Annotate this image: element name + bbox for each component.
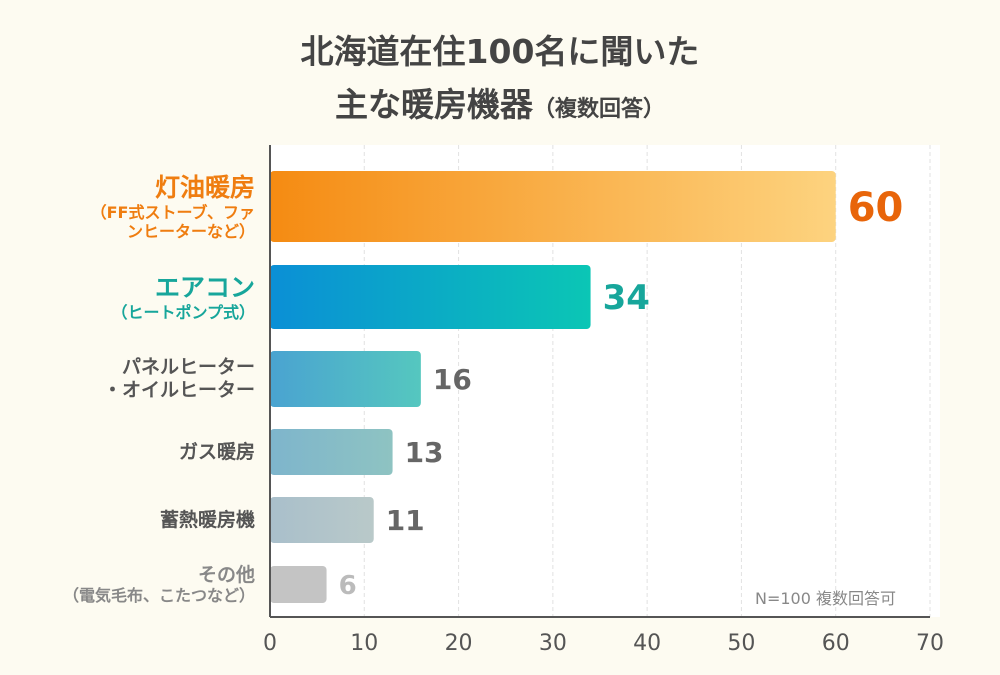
category-label: ガス暖房 <box>179 441 255 464</box>
category-label: 蓄熱暖房機 <box>160 509 255 532</box>
data-label: 60 <box>848 185 904 231</box>
bar <box>270 429 393 475</box>
x-tick-label: 40 <box>633 631 661 656</box>
x-tick-label: 10 <box>350 631 378 656</box>
data-label: 34 <box>603 278 650 318</box>
chart-title-line2: 主な暖房機器（複数回答） <box>0 78 1000 126</box>
x-tick-label: 20 <box>445 631 473 656</box>
category-main: 蓄熱暖房機 <box>159 508 255 531</box>
category-main: 灯油暖房 <box>154 172 255 202</box>
category-main: その他 <box>197 563 255 586</box>
chart-title-line1: 北海道在住100名に聞いた <box>300 32 700 71</box>
bar <box>270 566 327 603</box>
category-main: エアコン <box>154 272 255 302</box>
title-main: 主な暖房機器 <box>334 85 533 124</box>
x-tick-label: 30 <box>539 631 567 656</box>
category-sub: （FF式ストーブ、ファンヒーターなど） <box>90 202 255 241</box>
category-label: 灯油暖房 （FF式ストーブ、ファンヒーターなど） <box>75 173 255 241</box>
category-label: エアコン （ヒートポンプ式） <box>111 273 255 322</box>
data-label: 11 <box>386 504 425 537</box>
bar <box>270 497 374 543</box>
category-main: パネルヒーター ・オイルヒーター <box>102 356 255 401</box>
bar <box>270 351 421 407</box>
x-tick-label: 50 <box>727 631 755 656</box>
data-label: 6 <box>339 571 357 601</box>
x-tick-label: 0 <box>263 631 277 656</box>
category-label: パネルヒーター ・オイルヒーター <box>103 356 255 402</box>
category-sub: （ヒートポンプ式） <box>111 302 255 322</box>
bar <box>270 171 836 242</box>
data-label: 16 <box>433 363 472 396</box>
data-label: 13 <box>405 436 444 469</box>
category-main: ガス暖房 <box>178 440 255 463</box>
x-tick-label: 70 <box>916 631 944 656</box>
category-label: その他 （電気毛布、こたつなど） <box>63 564 255 606</box>
bar <box>270 265 591 329</box>
category-sub: （電気毛布、こたつなど） <box>62 586 255 606</box>
sample-note: N=100 複数回答可 <box>755 589 897 608</box>
title-suffix: （複数回答） <box>532 97 665 122</box>
x-tick-label: 60 <box>822 631 850 656</box>
